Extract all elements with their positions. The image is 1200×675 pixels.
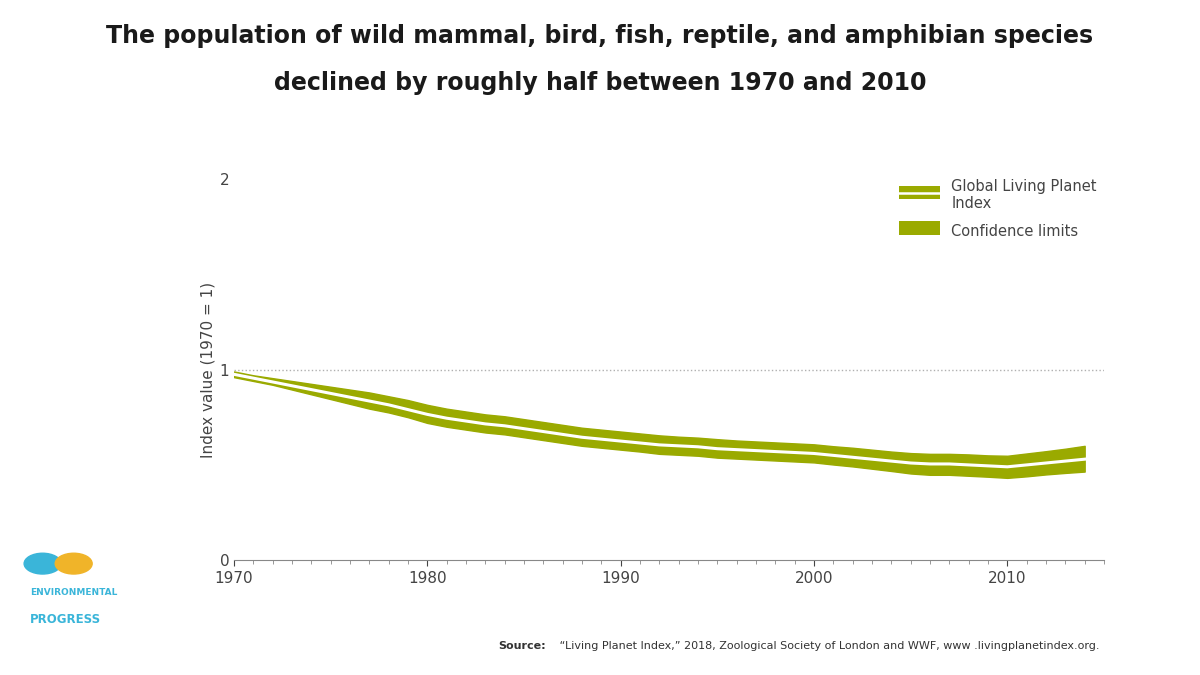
Circle shape bbox=[24, 554, 61, 574]
Y-axis label: Index value (1970 = 1): Index value (1970 = 1) bbox=[200, 281, 216, 458]
Text: Source:: Source: bbox=[498, 641, 546, 651]
Text: ENVIRONMENTAL: ENVIRONMENTAL bbox=[30, 589, 118, 597]
Text: declined by roughly half between 1970 and 2010: declined by roughly half between 1970 an… bbox=[274, 71, 926, 95]
Text: PROGRESS: PROGRESS bbox=[30, 614, 101, 626]
Text: “Living Planet Index,” 2018, Zoological Society of London and WWF, www .livingpl: “Living Planet Index,” 2018, Zoological … bbox=[556, 641, 1099, 651]
Circle shape bbox=[55, 554, 92, 574]
Legend: Global Living Planet
Index, Confidence limits: Global Living Planet Index, Confidence l… bbox=[899, 179, 1097, 239]
Text: The population of wild mammal, bird, fish, reptile, and amphibian species: The population of wild mammal, bird, fis… bbox=[107, 24, 1093, 48]
